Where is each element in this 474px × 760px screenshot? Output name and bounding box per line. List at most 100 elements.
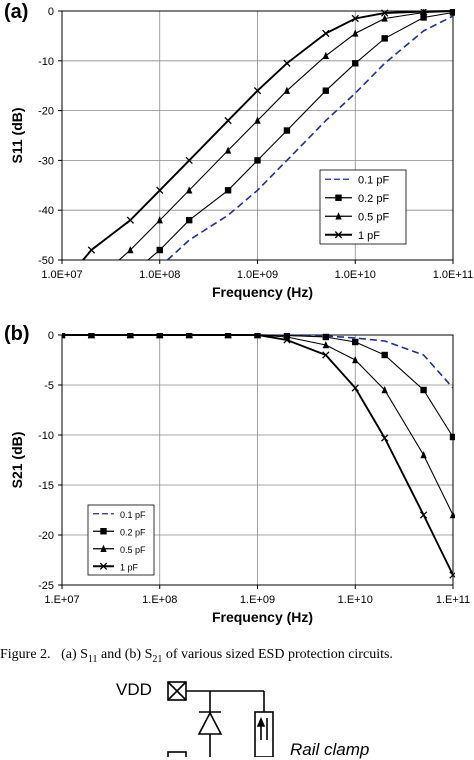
- y-tick-label: -15: [38, 480, 54, 492]
- x-marker: [99, 562, 108, 570]
- figure-caption: Figure 2. (a) S11 and (b) S21 of various…: [0, 647, 474, 665]
- legend-label: 0.1 pF: [120, 510, 146, 520]
- x-marker: [87, 333, 96, 339]
- triangle-marker: [127, 246, 134, 254]
- x-marker: [381, 434, 389, 442]
- x-tick-label: 1.E+07: [44, 594, 79, 606]
- legend-label: 0.5 pF: [120, 545, 146, 555]
- triangle-marker: [283, 86, 291, 94]
- y-tick-label: -20: [38, 106, 54, 118]
- triangle-marker: [254, 116, 261, 124]
- y-tick-label: -20: [38, 530, 54, 542]
- x-marker: [351, 384, 359, 392]
- diode-icon: [197, 711, 223, 757]
- plot-area: [81, 9, 455, 288]
- x-marker: [126, 333, 134, 339]
- x-marker: [156, 186, 164, 194]
- legend-label: 1 pF: [358, 230, 380, 242]
- y-tick-label: -50: [38, 255, 54, 267]
- triangle-marker: [352, 356, 359, 364]
- y-tick-label: -10: [38, 430, 54, 442]
- x-marker: [351, 14, 359, 23]
- panel-label: (b): [4, 323, 30, 345]
- legend-label: 0.2 pF: [358, 193, 389, 205]
- triangle-marker: [88, 281, 94, 288]
- triangle-marker: [420, 451, 427, 459]
- triangle-marker: [381, 386, 388, 394]
- square-marker: [352, 338, 359, 346]
- triangle-marker: [100, 544, 107, 552]
- x-marker: [185, 333, 193, 339]
- square-marker: [156, 246, 163, 254]
- x-marker: [126, 216, 134, 224]
- x-marker: [334, 231, 343, 239]
- square-marker: [381, 351, 388, 359]
- legend: 0.1 pF 0.2 pF 0.5 pF 1 pF: [319, 169, 407, 245]
- triangle-marker: [449, 511, 455, 519]
- x-axis-label: Frequency (Hz): [212, 609, 313, 625]
- x-tick-label: 1.E+11: [436, 594, 470, 606]
- y-axis-label: S21 (dB): [9, 432, 25, 489]
- caption-prefix: Figure 2.: [0, 647, 51, 662]
- triangle-marker: [156, 216, 163, 224]
- triangle-marker: [322, 341, 330, 349]
- plot-area: [62, 333, 455, 579]
- square-marker: [127, 272, 133, 278]
- caption-suffix: of various sized ESD protection circuits…: [162, 647, 393, 662]
- y-tick-label: -30: [38, 155, 54, 167]
- x-marker: [224, 116, 232, 125]
- panel-label: (a): [4, 1, 28, 23]
- y-tick-label: 0: [48, 330, 54, 342]
- caption-mid: and (b) S: [97, 647, 153, 662]
- x-tick-label: 1.0E+09: [237, 269, 278, 281]
- square-marker: [254, 157, 261, 164]
- square-marker: [352, 60, 359, 67]
- x-tick-label: 1.E+09: [240, 594, 275, 606]
- x-marker: [185, 156, 193, 165]
- x-axis-label: Frequency (Hz): [212, 284, 313, 300]
- legend-label: 1 pF: [120, 562, 139, 572]
- y-tick-label: -5: [44, 380, 54, 392]
- y-axis-label: S11 (dB): [9, 107, 25, 163]
- square-marker: [322, 87, 330, 94]
- x-tick-label: 1.0E+11: [433, 269, 473, 281]
- caption-sub-21: 21: [152, 653, 163, 665]
- x-marker: [419, 9, 428, 16]
- chart-panel-a: 0 -10 -20 -30 -40 -50 1.0E+07 1.0E+08 1.0E+09 1.0…: [4, 1, 473, 300]
- x-marker: [283, 59, 291, 67]
- legend-label: 0.1 pF: [358, 174, 389, 186]
- series-line: [118, 10, 454, 260]
- x-marker: [419, 511, 428, 519]
- series-line: [166, 15, 454, 260]
- square-marker: [322, 333, 330, 341]
- legend: 0.1 pF 0.2 pF 0.5 pF 1 pF: [87, 504, 155, 576]
- x-marker: [283, 336, 291, 344]
- caption-sub-11: 11: [87, 653, 98, 665]
- y-tick-label: 0: [48, 6, 54, 18]
- y-tick-label: -25: [38, 580, 54, 592]
- square-marker: [100, 528, 107, 535]
- triangle-marker: [224, 146, 232, 154]
- vdd-label: VDD: [116, 680, 152, 699]
- x-marker: [87, 246, 96, 254]
- y-tick-label: -40: [38, 205, 54, 217]
- square-marker: [185, 216, 193, 224]
- x-marker: [449, 9, 455, 15]
- x-tick-label: 1.0E+08: [139, 269, 180, 281]
- x-marker: [449, 571, 455, 579]
- triangle-marker: [185, 186, 193, 194]
- legend-label: 0.2 pF: [120, 527, 146, 537]
- square-marker: [420, 14, 427, 21]
- x-marker: [156, 333, 164, 339]
- x-marker: [224, 333, 232, 339]
- x-marker: [253, 333, 262, 339]
- x-marker: [322, 29, 330, 38]
- x-marker: [381, 9, 389, 17]
- square-marker: [449, 433, 455, 441]
- x-marker: [62, 333, 66, 339]
- x-marker: [253, 87, 262, 95]
- square-marker: [335, 194, 342, 201]
- square-marker: [381, 35, 388, 42]
- square-marker: [283, 127, 291, 134]
- triangle-marker: [322, 51, 330, 60]
